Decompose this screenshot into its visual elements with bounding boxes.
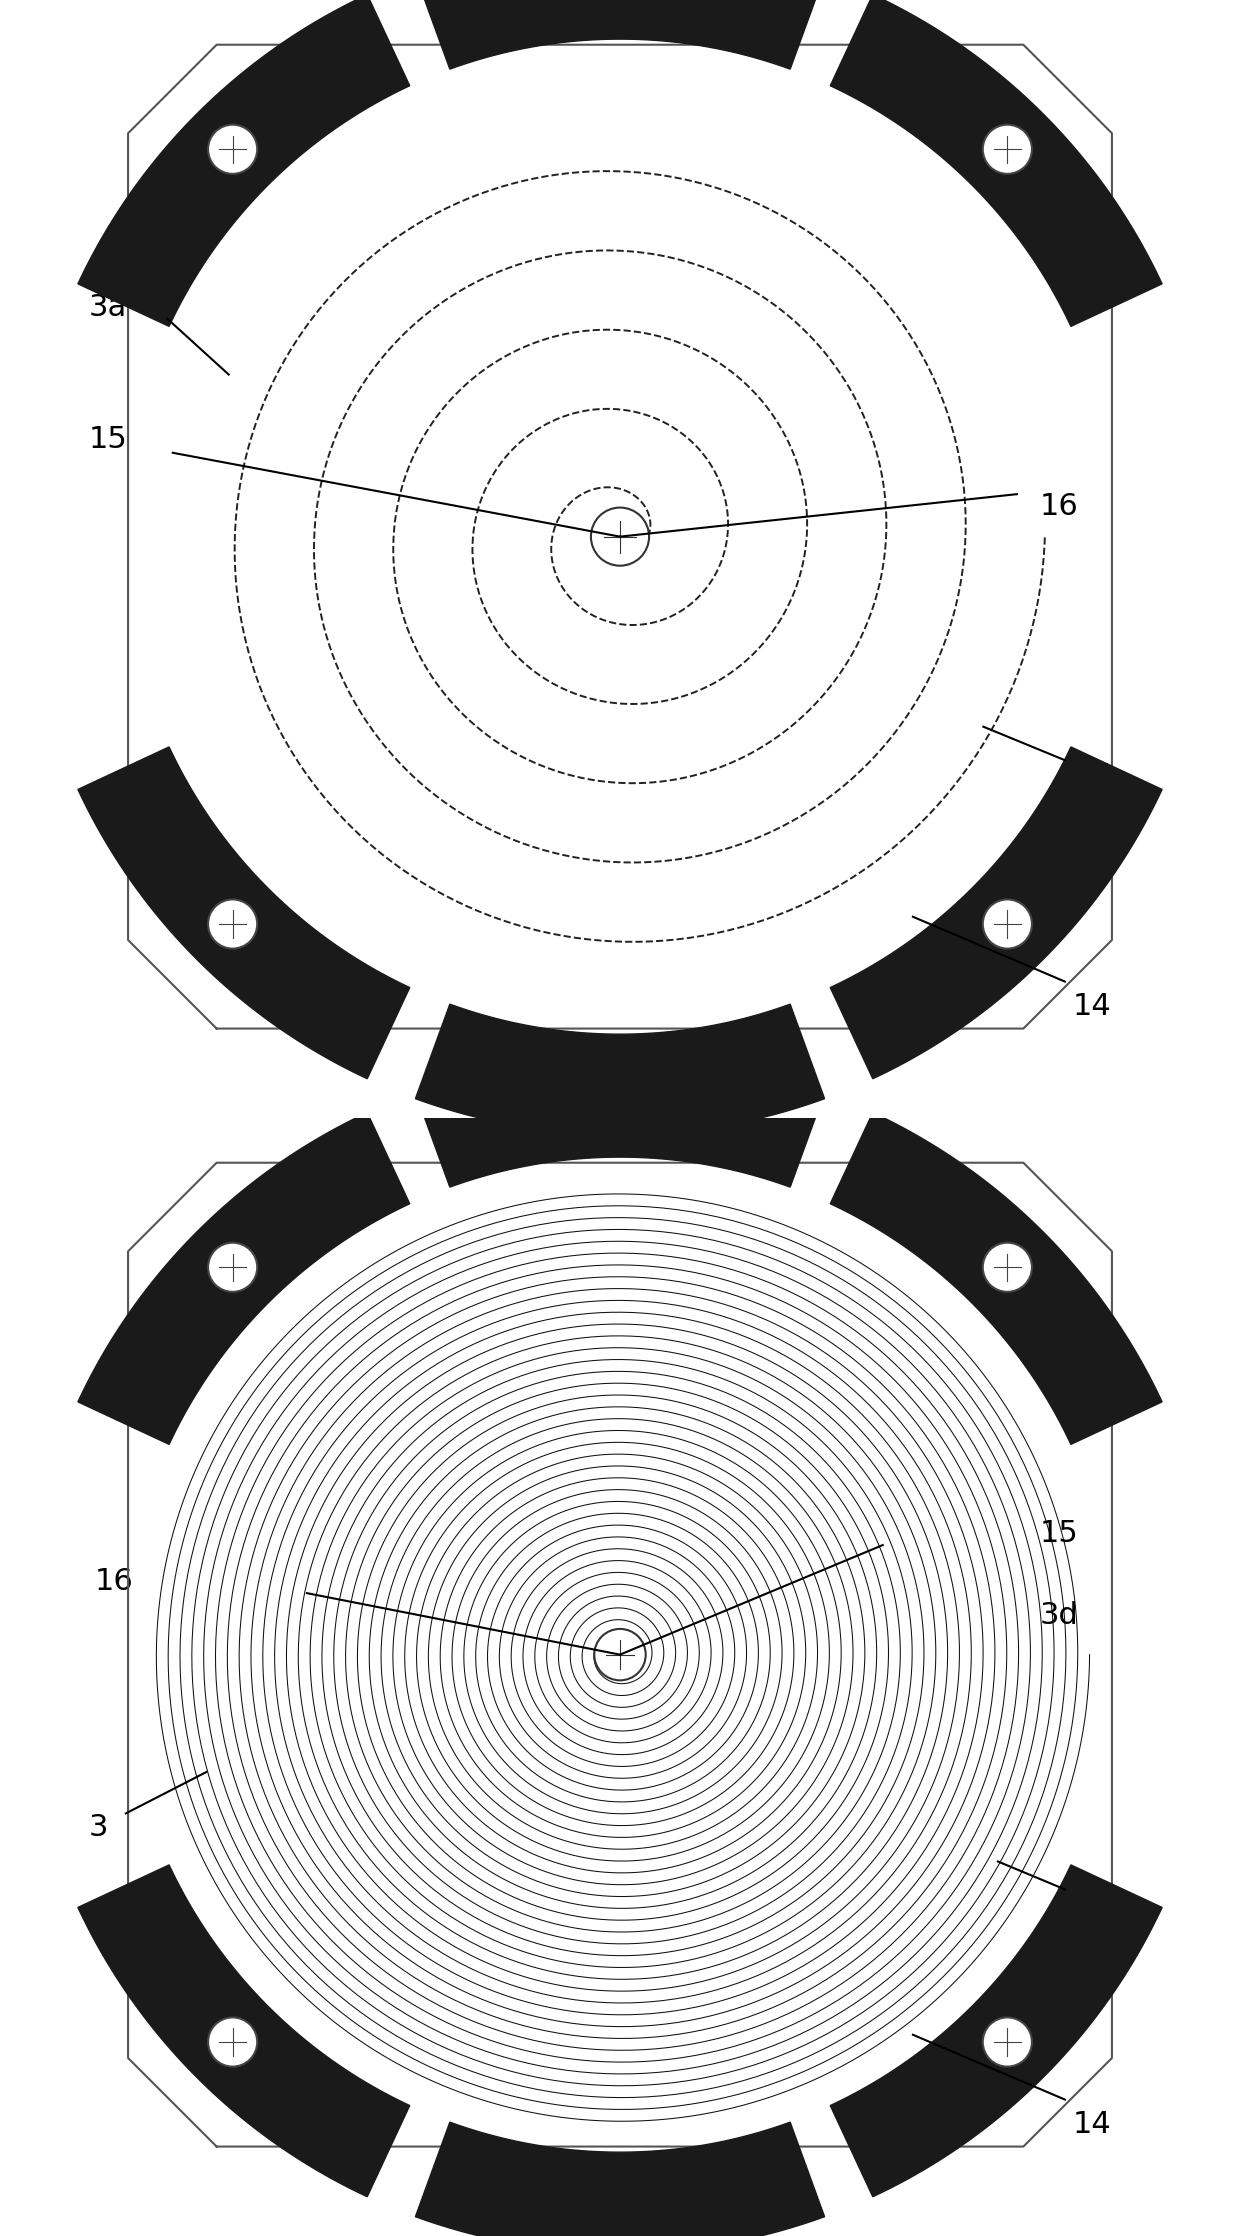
Circle shape	[208, 1243, 257, 1292]
Text: Fig. 6: Fig. 6	[557, 2162, 683, 2209]
Text: 3d: 3d	[1039, 1601, 1078, 1630]
Polygon shape	[78, 0, 409, 326]
Polygon shape	[831, 0, 1162, 326]
Polygon shape	[78, 1114, 409, 1444]
Circle shape	[208, 2017, 257, 2066]
Text: 15: 15	[89, 425, 128, 454]
Text: 16: 16	[1039, 492, 1078, 521]
Circle shape	[983, 2017, 1032, 2066]
Polygon shape	[78, 1865, 409, 2196]
Text: 15: 15	[1039, 1520, 1078, 1547]
Text: 3d: 3d	[1073, 762, 1111, 792]
Text: 14: 14	[1073, 993, 1111, 1020]
Text: 14: 14	[1073, 2111, 1111, 2138]
Circle shape	[591, 508, 649, 566]
Text: 3c: 3c	[1073, 1892, 1109, 1921]
Polygon shape	[831, 1114, 1162, 1444]
Circle shape	[594, 1628, 646, 1681]
Text: Fig. 5: Fig. 5	[557, 1044, 683, 1091]
Polygon shape	[415, 1058, 825, 1187]
Text: 3a: 3a	[89, 293, 128, 322]
Circle shape	[983, 1243, 1032, 1292]
Polygon shape	[831, 1865, 1162, 2196]
Circle shape	[208, 125, 257, 174]
Circle shape	[983, 899, 1032, 948]
Circle shape	[983, 125, 1032, 174]
Polygon shape	[78, 747, 409, 1078]
Circle shape	[208, 899, 257, 948]
Polygon shape	[831, 747, 1162, 1078]
Polygon shape	[415, 1004, 825, 1134]
Text: 3: 3	[89, 1813, 108, 1842]
Polygon shape	[415, 2122, 825, 2236]
Polygon shape	[415, 0, 825, 69]
Text: 16: 16	[94, 1567, 133, 1597]
